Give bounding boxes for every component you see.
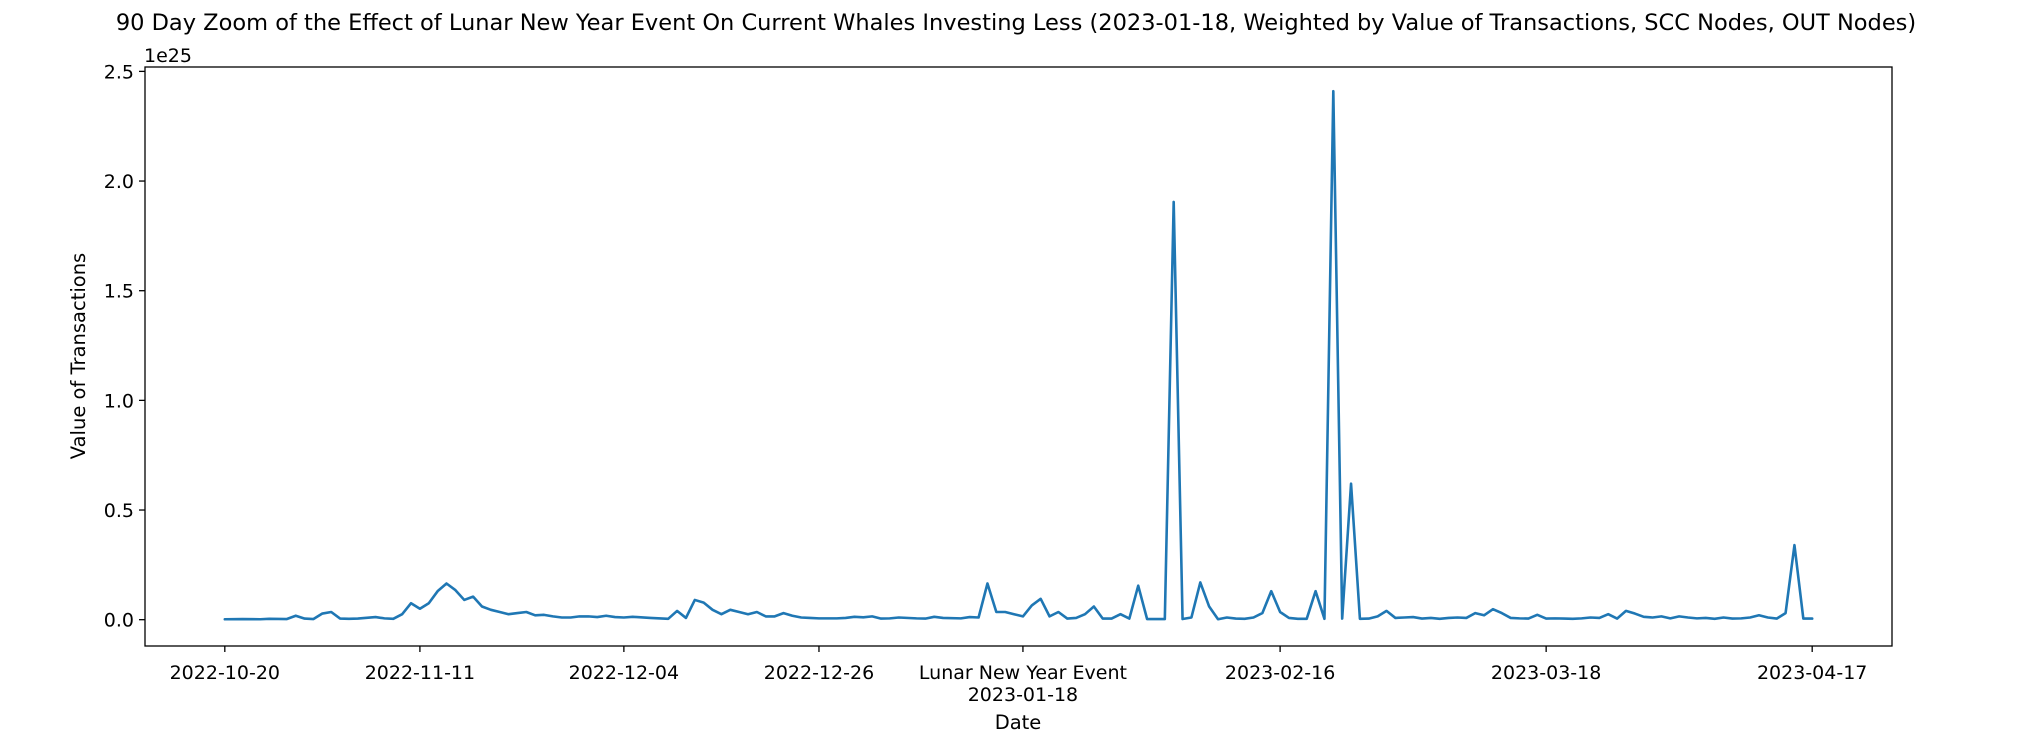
y-tick-label: 1.5 xyxy=(104,281,134,303)
y-axis-ticks: 0.0 0.5 1.0 1.5 2.0 2.5 xyxy=(104,61,145,632)
series-line xyxy=(223,89,1814,621)
y-tick-label: 2.0 xyxy=(104,171,134,193)
y-tick-label: 2.5 xyxy=(104,61,134,83)
y-axis-label: Value of Transactions xyxy=(67,253,90,459)
x-tick-label: 2023-01-18 xyxy=(968,684,1078,706)
y-axis-offset-label: 1e25 xyxy=(144,45,192,67)
x-tick-label: 2023-03-18 xyxy=(1491,662,1601,684)
y-tick-label: 0.5 xyxy=(104,500,134,522)
x-axis-label: Date xyxy=(995,711,1042,734)
series-layer xyxy=(223,89,1814,621)
x-tick-label: 2022-10-20 xyxy=(170,662,280,684)
x-tick-label: 2022-12-26 xyxy=(764,662,874,684)
x-tick-label: 2022-11-11 xyxy=(365,662,475,684)
plot-area-frame xyxy=(144,66,1893,647)
x-tick-label: 2022-12-04 xyxy=(569,662,679,684)
x-axis-ticks: 2022-10-20 2022-11-11 2022-12-04 2022-12-26… xyxy=(170,646,1867,706)
event-annotation-label: Lunar New Year Event xyxy=(919,662,1127,684)
x-tick-label: 2023-02-16 xyxy=(1225,662,1335,684)
chart-title: 90 Day Zoom of the Effect of Lunar New Y… xyxy=(116,10,1916,36)
y-tick-label: 1.0 xyxy=(104,390,134,412)
y-tick-label: 0.0 xyxy=(104,610,134,632)
x-tick-label: 2023-04-17 xyxy=(1757,662,1867,684)
